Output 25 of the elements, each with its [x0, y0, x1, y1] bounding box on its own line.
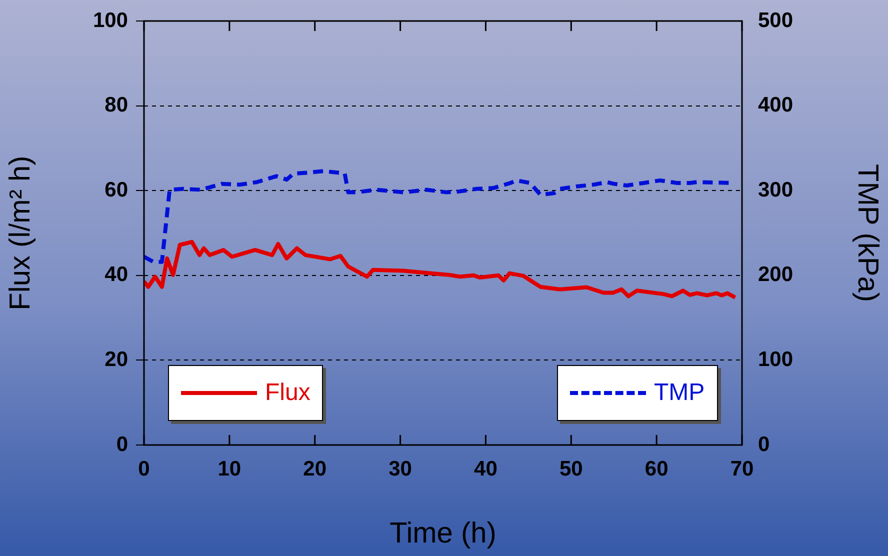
- y-tick-label: 80: [104, 94, 128, 117]
- y-tick-label: 40: [104, 263, 128, 286]
- y-tick-label: 20: [104, 348, 128, 371]
- y2-tick-label: 400: [758, 94, 794, 117]
- x-tick-label: 30: [388, 457, 412, 480]
- y2-tick-label: 200: [758, 263, 794, 286]
- x-tick-label: 0: [138, 457, 150, 480]
- x-tick-label: 60: [644, 457, 668, 480]
- x-tick-label: 70: [730, 457, 754, 480]
- y-axis-title: Flux (l/m² h): [4, 156, 36, 310]
- legend-label: Flux: [265, 379, 310, 407]
- x-axis-title: Time (h): [390, 518, 496, 550]
- y2-tick-label: 500: [758, 8, 794, 32]
- x-tick-label: 40: [474, 457, 498, 480]
- legend-label: TMP: [654, 379, 705, 407]
- x-tick-label: 20: [303, 457, 327, 480]
- y-tick-label: 60: [104, 178, 128, 202]
- y2-tick-label: 0: [758, 432, 770, 456]
- y2-tick-label: 100: [758, 348, 794, 371]
- y2-axis-title: TMP (kPa): [852, 164, 884, 302]
- y-tick-label: 0: [116, 432, 128, 456]
- y-tick-label: 100: [92, 8, 128, 32]
- x-tick-label: 10: [218, 457, 242, 480]
- x-tick-label: 50: [559, 457, 583, 480]
- y2-tick-label: 300: [758, 178, 794, 202]
